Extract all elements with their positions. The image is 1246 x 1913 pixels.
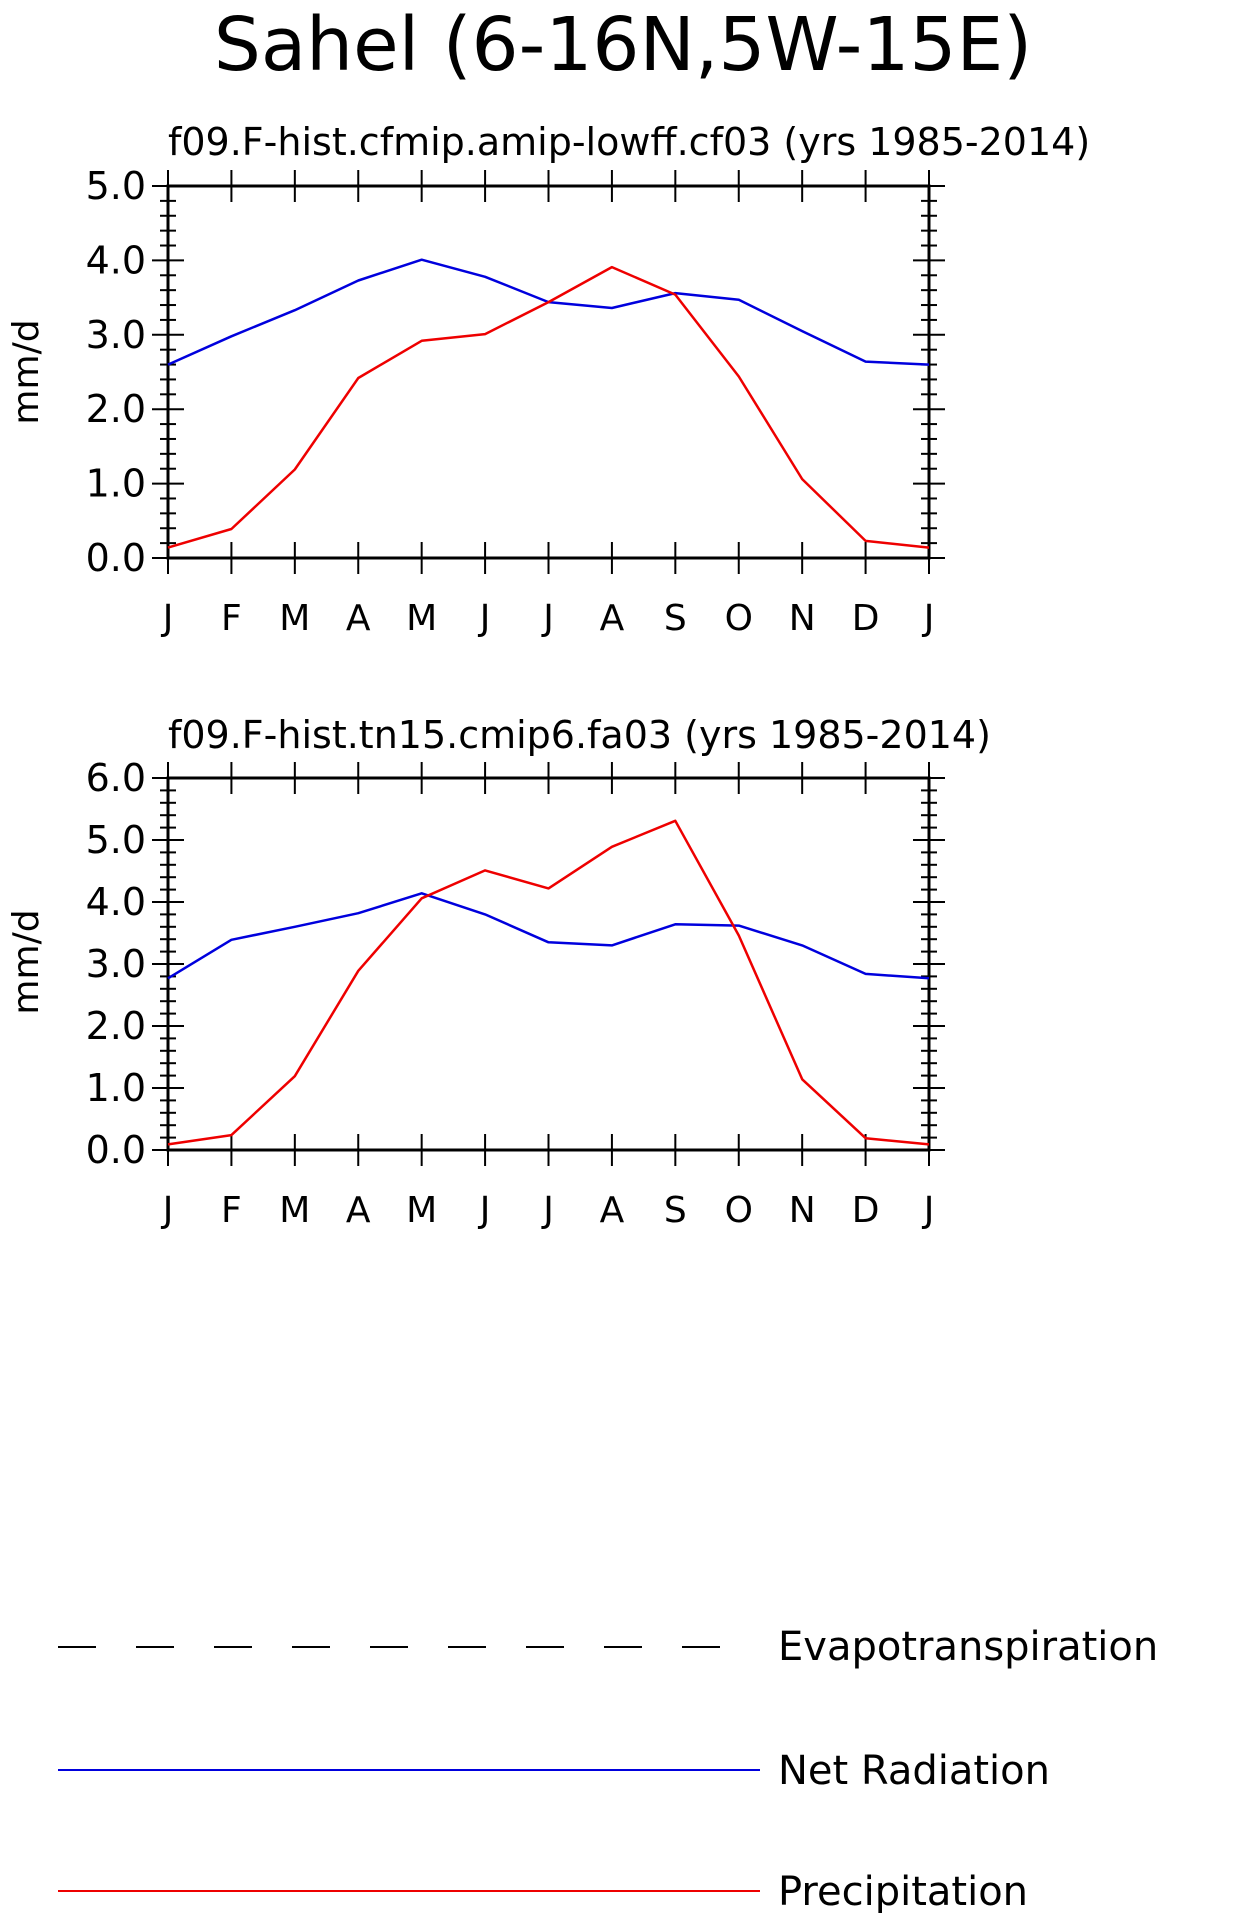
- panel-1-x-tick-label: N: [789, 598, 816, 639]
- panel-1-y-axis-label: mm/d: [6, 319, 47, 424]
- panel-2-series-precipitation: [167, 819, 930, 1146]
- panel-1-x-tick-label: M: [406, 598, 437, 639]
- panel-2-y-tick-label: 5.0: [86, 818, 146, 862]
- panel-2-plot-frame: [166, 776, 931, 1152]
- legend-label-evapotranspiration: Evapotranspiration: [778, 1624, 1158, 1670]
- legend-label-precipitation: Precipitation: [778, 1869, 1028, 1913]
- panel-2-x-tick-label: F: [221, 1190, 242, 1231]
- panel-2-x-tick-label: J: [161, 1190, 174, 1231]
- panel-1-x-tick-label: D: [852, 598, 880, 639]
- panel-2-x-tick-label: D: [852, 1190, 880, 1231]
- panel-2-x-tick-label: J: [922, 1190, 935, 1231]
- panel-2-y-tick-label: 4.0: [86, 880, 146, 924]
- legend-label-net-radiation: Net Radiation: [778, 1748, 1050, 1794]
- panel-1-x-tick-label: J: [478, 598, 491, 639]
- panel-1-x-tick-label: O: [725, 598, 753, 639]
- panel-2-x-tick-label: J: [478, 1190, 491, 1231]
- panel-1-y-tick-label: 2.0: [86, 387, 146, 431]
- panel-1-title: f09.F-hist.cfmip.amip-lowff.cf03 (yrs 19…: [168, 120, 1090, 164]
- panel-1-y-tick-label: 4.0: [86, 238, 146, 282]
- panel-1-x-tick-label: J: [161, 598, 174, 639]
- panel-1-y-tick-label: 1.0: [86, 462, 146, 506]
- panel-1-x-tick-label: A: [600, 598, 625, 639]
- panel-2-y-tick-label: 1.0: [86, 1066, 146, 1110]
- panel-1-y-tick-label: 5.0: [86, 164, 146, 208]
- panel-2-y-tick-label: 3.0: [86, 942, 146, 986]
- panel-2-y-axis-label: mm/d: [6, 909, 47, 1014]
- panel-2-x-tick-label: M: [406, 1190, 437, 1231]
- panel-2-series-net-radiation: [167, 892, 930, 980]
- panel-2-x-tick-label: A: [600, 1190, 625, 1231]
- panel-2-y-tick-label: 2.0: [86, 1004, 146, 1048]
- panel-1-x-tick-label: F: [221, 598, 242, 639]
- panel-2-y-tick-label: 6.0: [86, 756, 146, 800]
- panel-1-x-tick-label: A: [346, 598, 371, 639]
- panel-1-x-tick-label: M: [279, 598, 310, 639]
- panel-2-y-tick-label: 0.0: [86, 1128, 146, 1172]
- chart-panel-2: f09.F-hist.tn15.cmip6.fa03 (yrs 1985-201…: [6, 713, 991, 1231]
- panel-2-title: f09.F-hist.tn15.cmip6.fa03 (yrs 1985-201…: [168, 713, 991, 757]
- panel-2-x-tick-label: M: [279, 1190, 310, 1231]
- panel-1-y-tick-label: 0.0: [86, 536, 146, 580]
- panel-1-x-tick-label: S: [664, 598, 687, 639]
- chart-panel-1: f09.F-hist.cfmip.amip-lowff.cf03 (yrs 19…: [6, 120, 1090, 639]
- panel-1-x-tick-label: J: [922, 598, 935, 639]
- panel-1-plot-frame: [166, 184, 931, 560]
- panel-2-x-tick-label: O: [725, 1190, 753, 1231]
- panel-2-x-tick-label: N: [789, 1190, 816, 1231]
- figure-title: Sahel (6-16N,5W-15E): [214, 2, 1032, 88]
- panel-1-series-precipitation: [167, 265, 930, 549]
- legend: Evapotranspiration Net Radiation Precipi…: [58, 1624, 1158, 1913]
- panel-1-series-net-radiation: [167, 258, 930, 366]
- panel-1-x-tick-label: J: [541, 598, 554, 639]
- panel-2-x-tick-label: S: [664, 1190, 687, 1231]
- panel-1-y-tick-label: 3.0: [86, 313, 146, 357]
- panel-2-x-tick-label: A: [346, 1190, 371, 1231]
- panel-2-x-tick-label: J: [541, 1190, 554, 1231]
